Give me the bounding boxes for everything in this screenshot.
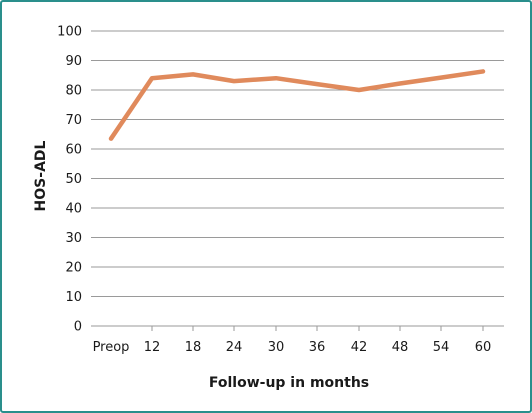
y-tick-label: 70 <box>65 113 82 128</box>
series-line-0 <box>108 69 486 141</box>
x-tick-label: 36 <box>309 340 326 355</box>
x-tick-label: 60 <box>475 340 492 355</box>
y-tick-label: 50 <box>65 172 82 187</box>
y-tick-label: 90 <box>65 54 82 69</box>
x-tick-label: 12 <box>144 340 161 355</box>
x-tick-label: 18 <box>185 340 202 355</box>
y-tick-label: 100 <box>57 25 82 40</box>
y-tick-label: 30 <box>65 231 82 246</box>
x-axis-title: Follow-up in months <box>209 375 369 391</box>
x-tick-label: Preop <box>93 340 130 355</box>
x-tick-label: 42 <box>351 340 368 355</box>
y-tick-label: 40 <box>65 202 82 217</box>
grid-lines <box>91 30 504 327</box>
y-tick-label: 0 <box>74 320 82 335</box>
y-tick-label: 10 <box>65 290 82 305</box>
x-tick-label: 30 <box>268 340 285 355</box>
series-group <box>108 69 486 141</box>
y-tick-labels: 0 10 20 30 40 50 60 70 80 90 100 <box>57 25 82 335</box>
y-tick-label: 60 <box>65 143 82 158</box>
y-axis-title: HOS-ADL <box>33 140 49 211</box>
y-tick-label: 20 <box>65 261 82 276</box>
x-tick-label: 24 <box>226 340 243 355</box>
x-tick-label: 54 <box>433 340 450 355</box>
x-tick-label: 48 <box>392 340 409 355</box>
x-tick-marks <box>151 326 484 331</box>
x-tick-labels: Preop 12 18 24 30 36 42 48 54 60 <box>93 340 492 355</box>
y-tick-label: 80 <box>65 84 82 99</box>
